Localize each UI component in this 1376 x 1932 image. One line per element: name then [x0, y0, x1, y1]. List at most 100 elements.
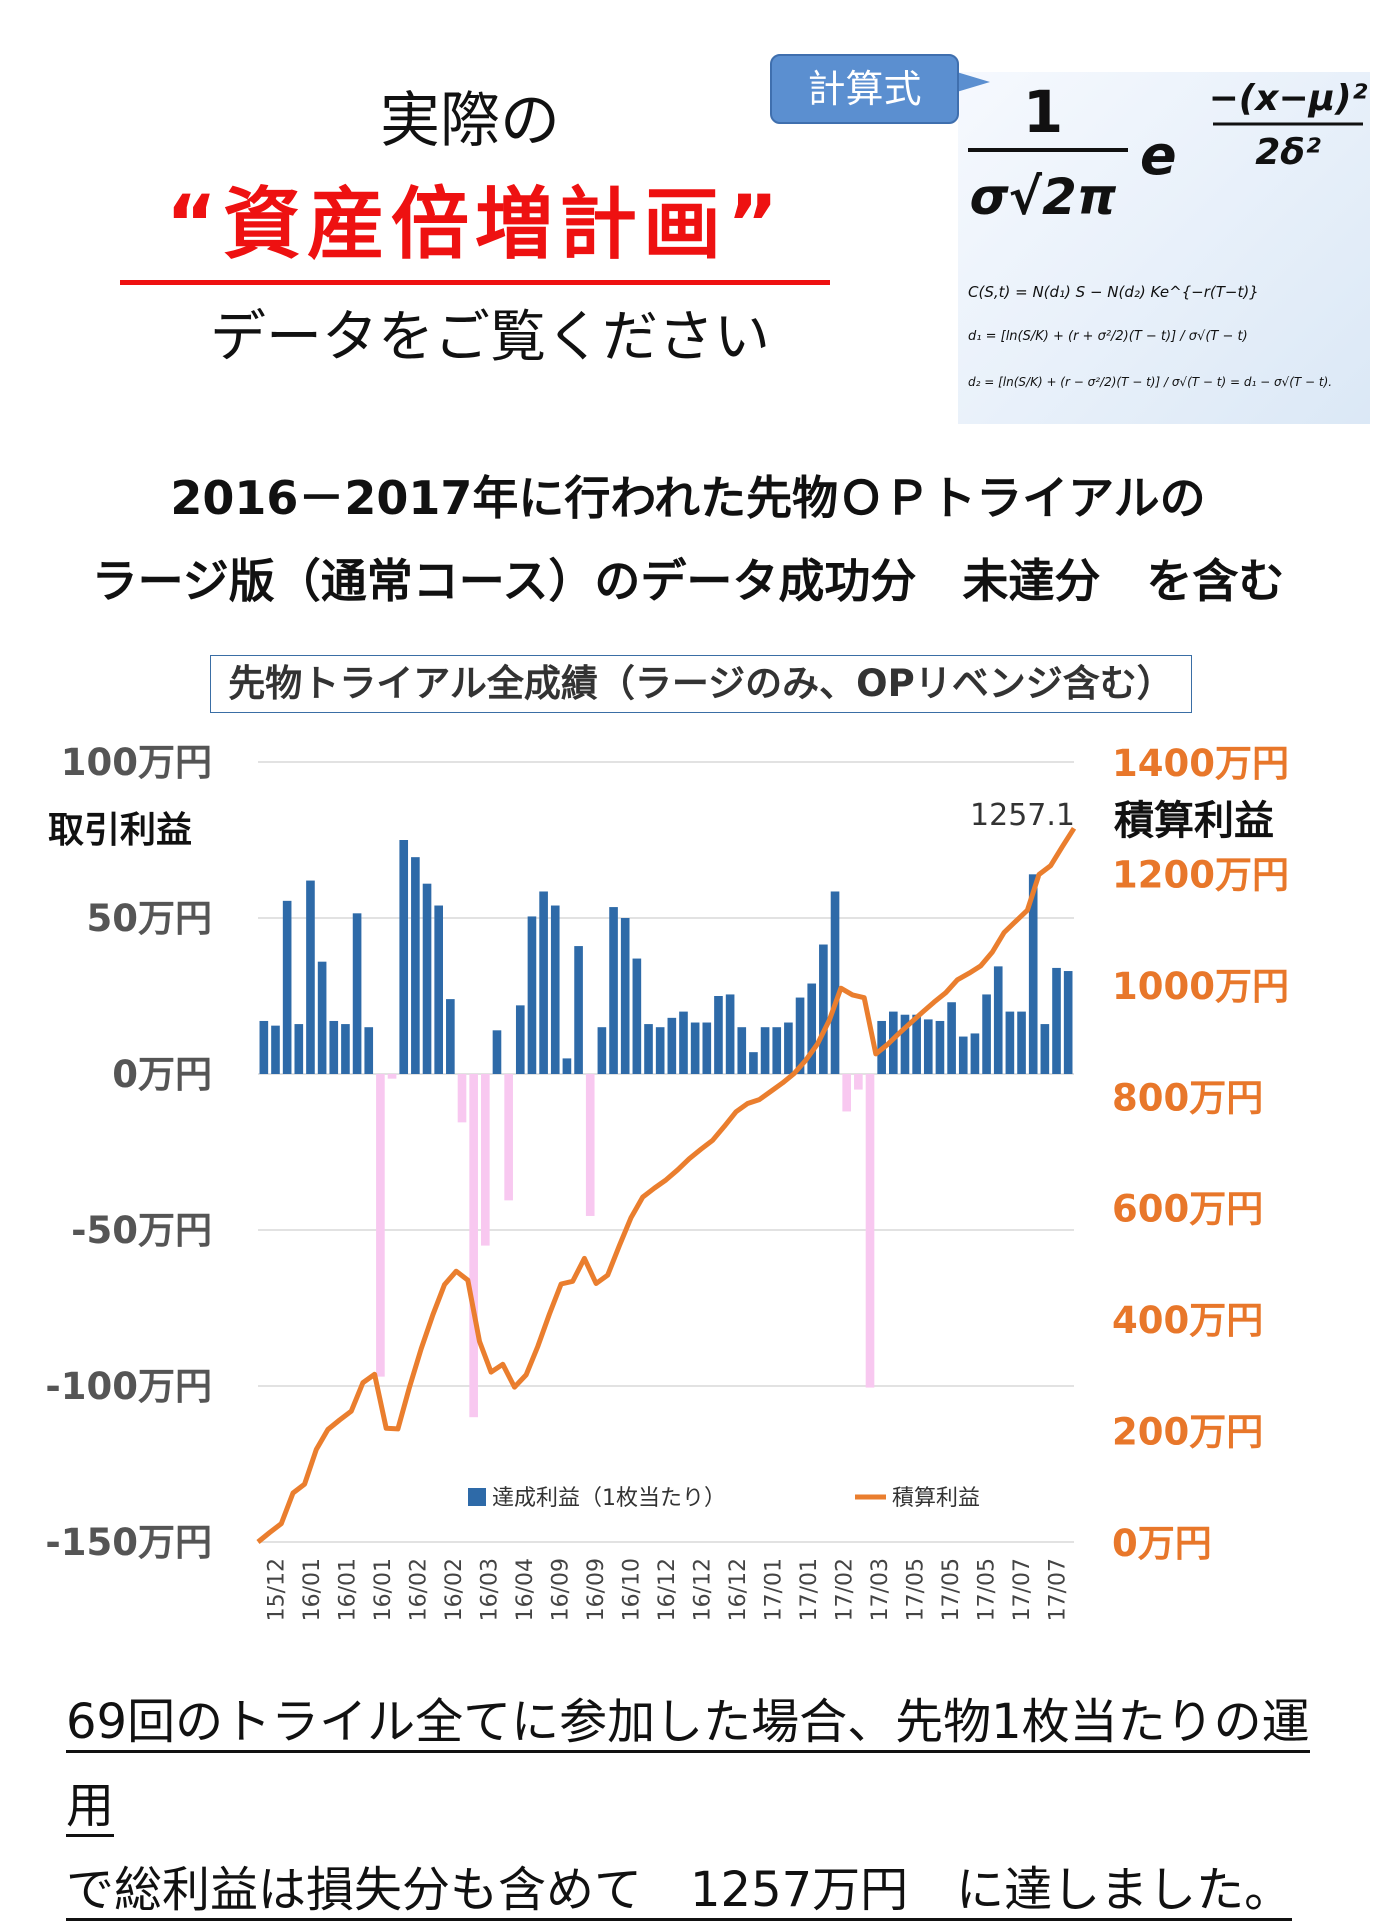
x-tick-label: 16/04	[513, 1558, 538, 1621]
bar	[481, 1074, 490, 1246]
bar	[504, 1074, 513, 1201]
bar	[865, 1074, 875, 1388]
chart-gridlines	[258, 761, 1074, 1543]
bar	[819, 944, 828, 1074]
right-tick-label: 1000万円	[1112, 965, 1289, 1008]
bar	[854, 1074, 863, 1090]
left-tick-label: -150万円	[45, 1521, 212, 1564]
formula-exponent-denominator: 2δ²	[1255, 132, 1321, 173]
legend-line-label: 積算利益	[892, 1486, 980, 1511]
bar	[1017, 1011, 1026, 1074]
x-tick-label: 17/07	[1010, 1558, 1035, 1621]
x-tick-label: 17/03	[868, 1558, 893, 1621]
formula-exponent-numerator: −(x−μ)²	[1209, 78, 1368, 119]
bar	[387, 1074, 397, 1079]
bar	[958, 1036, 968, 1074]
bar	[644, 1024, 653, 1074]
footer-line-1: 69回のトライル全てに参加した場合、先物1枚当たりの運用	[66, 1694, 1310, 1837]
x-tick-label: 17/07	[1045, 1558, 1070, 1621]
bar	[562, 1058, 572, 1074]
chart-legend: 達成利益（1枚当たり） 積算利益	[468, 1486, 980, 1511]
right-tick-label: 600万円	[1112, 1188, 1263, 1231]
right-tick-label: 1400万円	[1112, 742, 1289, 785]
bar	[714, 996, 723, 1074]
bar	[1028, 874, 1038, 1074]
intro-line-1: 実際の	[380, 86, 560, 156]
bar	[399, 840, 409, 1074]
x-tick-label: 17/01	[797, 1558, 822, 1621]
bar	[923, 1019, 933, 1074]
black-scholes-line-3: d₂ = [ln(S/K) + (r − σ²/2)(T − t)] / σ√(…	[968, 375, 1332, 389]
x-tick-label: 16/03	[478, 1558, 503, 1621]
bar	[842, 1074, 851, 1112]
x-tick-label: 17/05	[939, 1558, 964, 1621]
x-axis: 15/12 16/01 16/01 16/01 16/02 16/02 16/03 16/04…	[265, 1558, 1071, 1621]
x-tick-label: 16/01	[300, 1558, 325, 1621]
bar-series	[259, 840, 1073, 1418]
footer-line-2: で総利益は損失分も含めて 1257万円 に達しました。	[66, 1862, 1293, 1921]
bar	[329, 1020, 339, 1074]
left-axis-label: 取引利益	[48, 810, 192, 851]
bar	[434, 905, 443, 1074]
cumulative-profit-line	[256, 826, 1077, 1544]
bar	[655, 1027, 665, 1074]
x-tick-label: 16/09	[549, 1558, 574, 1621]
bar	[830, 891, 840, 1074]
bar	[341, 1024, 350, 1074]
right-tick-label: 0万円	[1112, 1522, 1212, 1565]
bar	[294, 1024, 304, 1074]
x-tick-label: 16/02	[442, 1558, 467, 1621]
legend-bar-swatch	[468, 1488, 486, 1506]
formula-image: 1 σ√2π e −(x−μ)² 2δ² C(S,t) = N(d₁) S − …	[958, 72, 1370, 424]
right-tick-label: 400万円	[1112, 1299, 1263, 1342]
formula-tag: 計算式	[770, 54, 959, 124]
bar	[760, 1027, 770, 1074]
heading-line-2: ラージ版（通常コース）のデータ成功分 未達分 を含む	[91, 554, 1285, 608]
bar	[970, 1033, 980, 1074]
left-axis: 100万円 50万円 0万円 -50万円 -100万円 -150万円	[45, 741, 212, 1564]
x-tick-label: 16/01	[336, 1558, 361, 1621]
bar	[784, 1022, 793, 1074]
black-scholes-line-2: d₁ = [ln(S/K) + (r + σ²/2)(T − t)] / σ√(…	[968, 329, 1248, 344]
x-tick-label: 16/02	[407, 1558, 432, 1621]
x-tick-label: 16/10	[620, 1558, 645, 1621]
x-tick-label: 17/05	[974, 1558, 999, 1621]
bar	[632, 958, 642, 1074]
bar	[457, 1074, 467, 1123]
bar	[306, 880, 315, 1074]
x-tick-label: 17/05	[903, 1558, 928, 1621]
bar	[515, 1005, 525, 1074]
bar	[900, 1014, 910, 1074]
bar	[492, 1030, 502, 1074]
right-tick-label: 1200万円	[1112, 853, 1289, 896]
bar	[993, 966, 1003, 1074]
x-tick-label: 16/09	[584, 1558, 609, 1621]
bar	[585, 1074, 595, 1216]
left-tick-label: 0万円	[112, 1053, 212, 1096]
bar	[889, 1011, 898, 1074]
bar	[772, 1027, 782, 1074]
bar	[364, 1027, 374, 1074]
x-tick-label: 16/12	[691, 1558, 716, 1621]
x-tick-label: 16/12	[655, 1558, 680, 1621]
bar	[539, 891, 548, 1074]
bar	[1063, 971, 1073, 1074]
bar	[1040, 1024, 1050, 1074]
bar	[935, 1020, 945, 1074]
right-axis-label: 積算利益	[1114, 798, 1274, 844]
plan-title: “資産倍増計画”	[120, 162, 830, 285]
bar	[271, 1025, 280, 1074]
footer-summary: 69回のトライル全てに参加した場合、先物1枚当たりの運用 で総利益は損失分も含め…	[66, 1680, 1346, 1932]
bar	[422, 883, 432, 1074]
final-value-annotation: 1257.1	[970, 798, 1075, 833]
chart-title: 先物トライアル全成績（ラージのみ、OPリベンジ含む）	[210, 655, 1192, 713]
intro-line-3: データをご覧ください	[210, 305, 770, 370]
black-scholes-line-1: C(S,t) = N(d₁) S − N(d₂) Ke^{−r(T−t)}	[968, 283, 1259, 301]
bar	[376, 1074, 385, 1377]
formula-prefactor-numerator: 1	[1023, 78, 1063, 146]
bar	[737, 1027, 747, 1074]
bar	[550, 905, 560, 1074]
legend-bar-label: 達成利益（1枚当たり）	[492, 1486, 726, 1511]
bar	[947, 1002, 956, 1074]
bar	[620, 918, 630, 1074]
